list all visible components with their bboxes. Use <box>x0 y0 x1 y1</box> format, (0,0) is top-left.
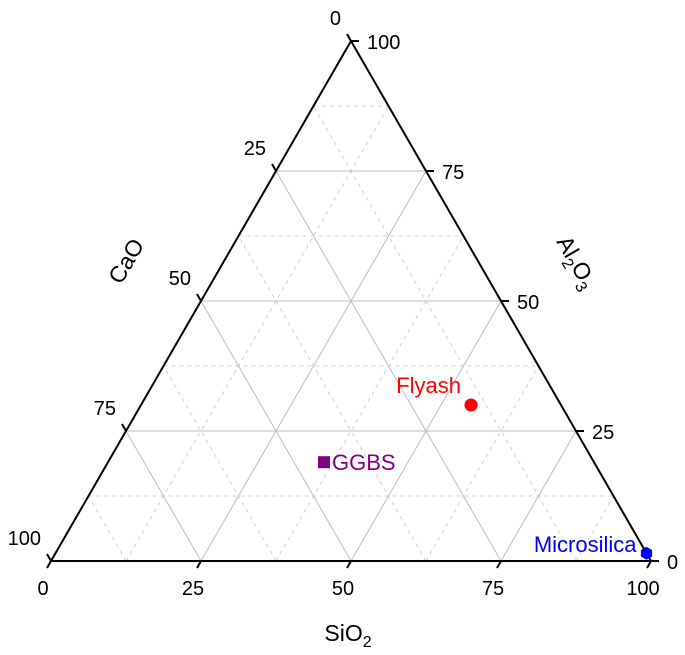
point-ggbs <box>318 456 330 469</box>
tick-mark-left <box>346 33 352 42</box>
grid-line-major <box>200 300 352 562</box>
tick-mark-bottom <box>496 560 502 569</box>
tick-label-bottom: 50 <box>332 578 354 600</box>
tick-label-bottom: 75 <box>482 578 504 600</box>
tick-label-right: 25 <box>592 422 614 444</box>
tick-label-left: 75 <box>94 398 116 420</box>
grid-line-minor <box>238 235 427 562</box>
data-points: Flyash GGBS Microsilica <box>318 373 653 560</box>
tick-mark-bottom <box>46 560 52 569</box>
point-label-microsilica: Microsilica <box>534 532 637 557</box>
tick-label-left: 100 <box>8 528 41 550</box>
tick-mark-left <box>271 163 277 172</box>
grid-line-minor <box>125 105 389 562</box>
tick-mark-left <box>196 293 202 302</box>
tick-mark-bottom <box>346 560 352 569</box>
tick-label-right: 50 <box>517 292 539 314</box>
tick-label-bottom: 25 <box>182 578 204 600</box>
grid-line-minor <box>275 235 464 562</box>
tick-label-bottom: 0 <box>37 578 48 600</box>
left-axis-title: CaO <box>103 234 149 288</box>
grid-line-minor <box>163 365 277 562</box>
tick-mark-bottom <box>646 560 652 569</box>
point-label-ggbs: GGBS <box>332 450 396 475</box>
tick-label-right: 100 <box>367 32 400 54</box>
tick-label-left: 25 <box>244 138 266 160</box>
tick-label-right: 0 <box>667 552 678 574</box>
grid-line-minor <box>88 495 127 562</box>
tick-label-left: 0 <box>330 8 341 30</box>
grid <box>88 105 614 562</box>
grid-line-major <box>500 430 577 562</box>
point-microsilica <box>640 546 653 560</box>
grid-line-major <box>350 300 502 562</box>
bottom-axis-title: SiO2 <box>324 620 371 651</box>
tick-mark-left <box>46 553 52 562</box>
triangle-frame <box>46 33 659 569</box>
grid-line-minor <box>425 365 539 562</box>
tick-labels: 0 25 50 75 100 0 25 50 75 100 0 25 50 75 100 <box>8 8 679 600</box>
tick-mark-left <box>121 423 127 432</box>
tick-label-right: 75 <box>442 162 464 184</box>
tick-label-left: 50 <box>169 268 191 290</box>
grid-line-major <box>125 430 202 562</box>
point-label-flyash: Flyash <box>396 373 461 398</box>
right-axis-title: Al2O3 <box>547 231 602 295</box>
tick-label-bottom: 100 <box>626 578 659 600</box>
tick-mark-bottom <box>196 560 202 569</box>
point-flyash <box>464 398 478 412</box>
